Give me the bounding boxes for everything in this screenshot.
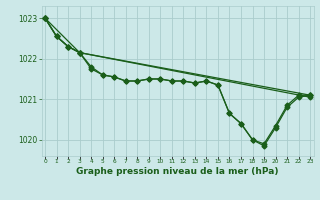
X-axis label: Graphe pression niveau de la mer (hPa): Graphe pression niveau de la mer (hPa) [76, 167, 279, 176]
